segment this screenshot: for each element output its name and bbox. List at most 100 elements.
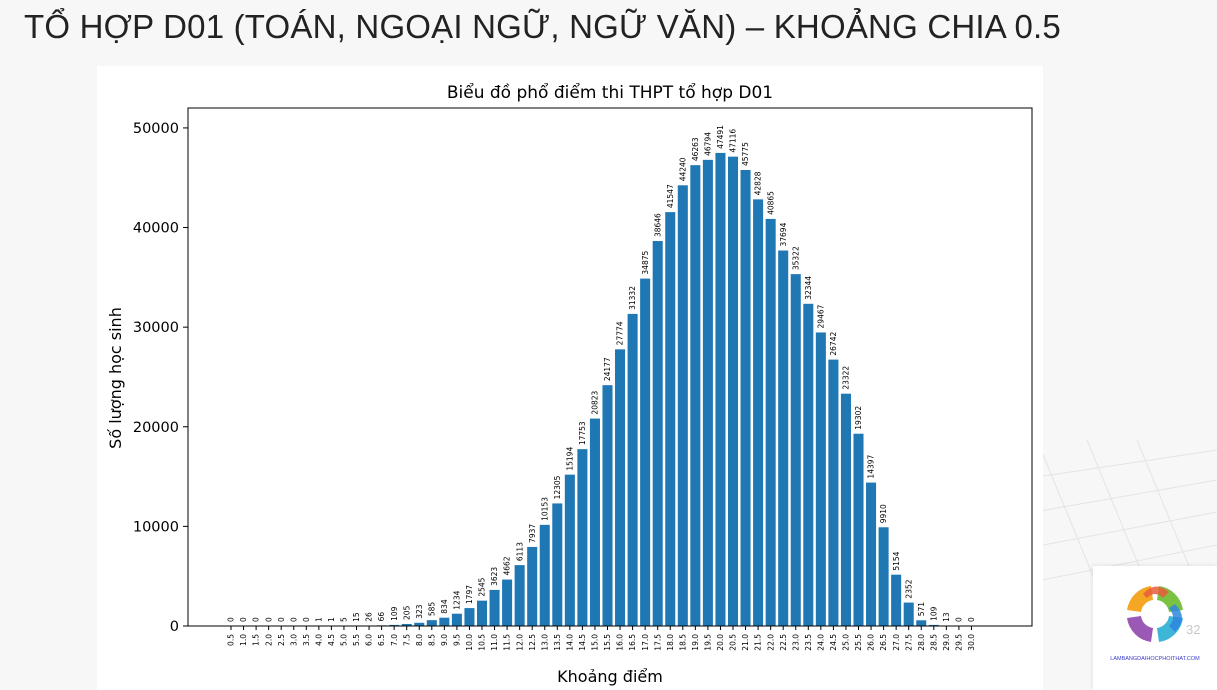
bar (552, 503, 563, 626)
x-tick-label: 20.5 (729, 634, 738, 651)
bar (426, 620, 437, 626)
x-tick-label: 3.5 (302, 634, 311, 646)
x-tick-label: 20.0 (716, 634, 725, 651)
bar (602, 385, 613, 626)
bar-value-label: 205 (402, 605, 411, 620)
bar-value-label: 1797 (465, 585, 474, 604)
bar (753, 199, 764, 626)
bar-value-label: 26742 (829, 332, 838, 356)
x-tick-label: 16.5 (628, 634, 637, 651)
bar-value-label: 32344 (804, 276, 813, 300)
x-tick-label: 28.5 (929, 634, 938, 651)
x-tick-label: 12.5 (528, 634, 537, 651)
bar-value-label: 46794 (704, 132, 713, 156)
x-tick-label: 2.0 (264, 634, 273, 646)
x-tick-label: 4.0 (314, 634, 323, 646)
bar-value-label: 20823 (591, 390, 600, 414)
bar-value-label: 47116 (729, 129, 738, 153)
bar-value-label: 19302 (854, 406, 863, 430)
x-tick-label: 17.0 (641, 634, 650, 651)
x-tick-label: 7.5 (402, 634, 411, 646)
y-tick-label: 0 (170, 619, 179, 635)
bar-value-label: 26 (365, 612, 374, 622)
bar (652, 241, 663, 626)
bar-value-label: 35322 (791, 246, 800, 270)
x-tick-label: 22.0 (766, 634, 775, 651)
y-tick-label: 30000 (133, 320, 179, 336)
x-tick-label: 19.0 (691, 634, 700, 651)
x-axis-ticks: 0.5 1.0 1.5 2.0 2.5 3.0 3.5 4.0 4.5 5.0 5.5 6.0 6.5 7… (227, 626, 976, 651)
bar-value-label: 0 (302, 617, 311, 622)
bar (815, 332, 826, 626)
bar (916, 620, 927, 626)
logo-card: LAMBANGDAIHOCPHOITHAT.COM (1093, 566, 1217, 690)
x-tick-label: 26.0 (867, 634, 876, 651)
x-tick-label: 17.5 (653, 634, 662, 651)
page-number: 32 (1186, 622, 1201, 637)
x-tick-label: 29.5 (955, 634, 964, 651)
bar (451, 613, 462, 626)
x-tick-label: 10.0 (465, 634, 474, 651)
bars (313, 152, 952, 627)
x-tick-label: 8.5 (427, 634, 436, 646)
grid-decoration (1017, 440, 1217, 610)
bar-value-label: 10153 (540, 497, 549, 521)
bar (527, 546, 538, 626)
logo-icon (1127, 586, 1183, 642)
bar-value-label: 12305 (553, 475, 562, 499)
x-tick-label: 11.0 (490, 634, 499, 651)
bar (502, 579, 513, 626)
bar (439, 617, 450, 626)
x-tick-label: 25.0 (842, 634, 851, 651)
x-tick-label: 23.0 (791, 634, 800, 651)
x-tick-label: 12.0 (515, 634, 524, 651)
bar-chart: Biểu đồ phổ điểm thi THPT tổ hợp D01 Số … (106, 82, 1033, 686)
x-tick-label: 7.0 (390, 634, 399, 646)
bar (840, 393, 851, 626)
x-tick-label: 18.0 (666, 634, 675, 651)
bar (740, 170, 751, 626)
x-tick-label: 15.5 (603, 634, 612, 651)
bar-value-label: 37694 (779, 222, 788, 246)
bar-value-label: 46263 (691, 137, 700, 161)
bar-value-label: 109 (929, 606, 938, 621)
bar (627, 313, 638, 626)
x-tick-label: 13.5 (553, 634, 562, 651)
bar-value-label: 585 (427, 602, 436, 617)
bar-value-label: 0 (252, 617, 261, 622)
x-tick-label: 6.0 (365, 634, 374, 646)
bar (489, 589, 500, 626)
x-tick-label: 14.0 (565, 634, 574, 651)
bar (866, 482, 877, 626)
bar-value-label: 9910 (879, 504, 888, 523)
x-tick-label: 9.5 (453, 634, 462, 646)
x-tick-label: 3.0 (289, 634, 298, 646)
bar-value-label: 0 (967, 617, 976, 622)
x-tick-label: 14.5 (578, 634, 587, 651)
bar-value-label: 38646 (653, 213, 662, 237)
bar-value-label: 31332 (628, 286, 637, 310)
bar-value-label: 3623 (490, 567, 499, 586)
x-tick-label: 18.5 (678, 634, 687, 651)
x-tick-label: 19.5 (704, 634, 713, 651)
x-tick-label: 2.5 (277, 634, 286, 646)
bar (828, 359, 839, 626)
bar-value-label: 34875 (641, 251, 650, 275)
bar (464, 608, 475, 626)
x-tick-label: 1.5 (252, 634, 261, 646)
bar (401, 623, 412, 626)
x-tick-label: 8.0 (415, 634, 424, 646)
logo-caption: LAMBANGDAIHOCPHOITHAT.COM (1110, 656, 1200, 662)
bar (514, 565, 525, 626)
bar-value-label: 1 (327, 617, 336, 622)
x-tick-label: 13.0 (540, 634, 549, 651)
x-tick-label: 6.5 (377, 634, 386, 646)
bar-value-label: 17753 (578, 421, 587, 445)
bar-value-label: 7937 (528, 524, 537, 543)
x-axis-label: Khoảng điểm (557, 667, 663, 686)
slide-title: TỔ HỢP D01 (TOÁN, NGOẠI NGỮ, NGỮ VĂN) – … (24, 8, 1061, 45)
x-tick-label: 27.0 (892, 634, 901, 651)
x-tick-label: 29.0 (942, 634, 951, 651)
bar (878, 527, 889, 626)
x-tick-label: 1.0 (239, 634, 248, 646)
